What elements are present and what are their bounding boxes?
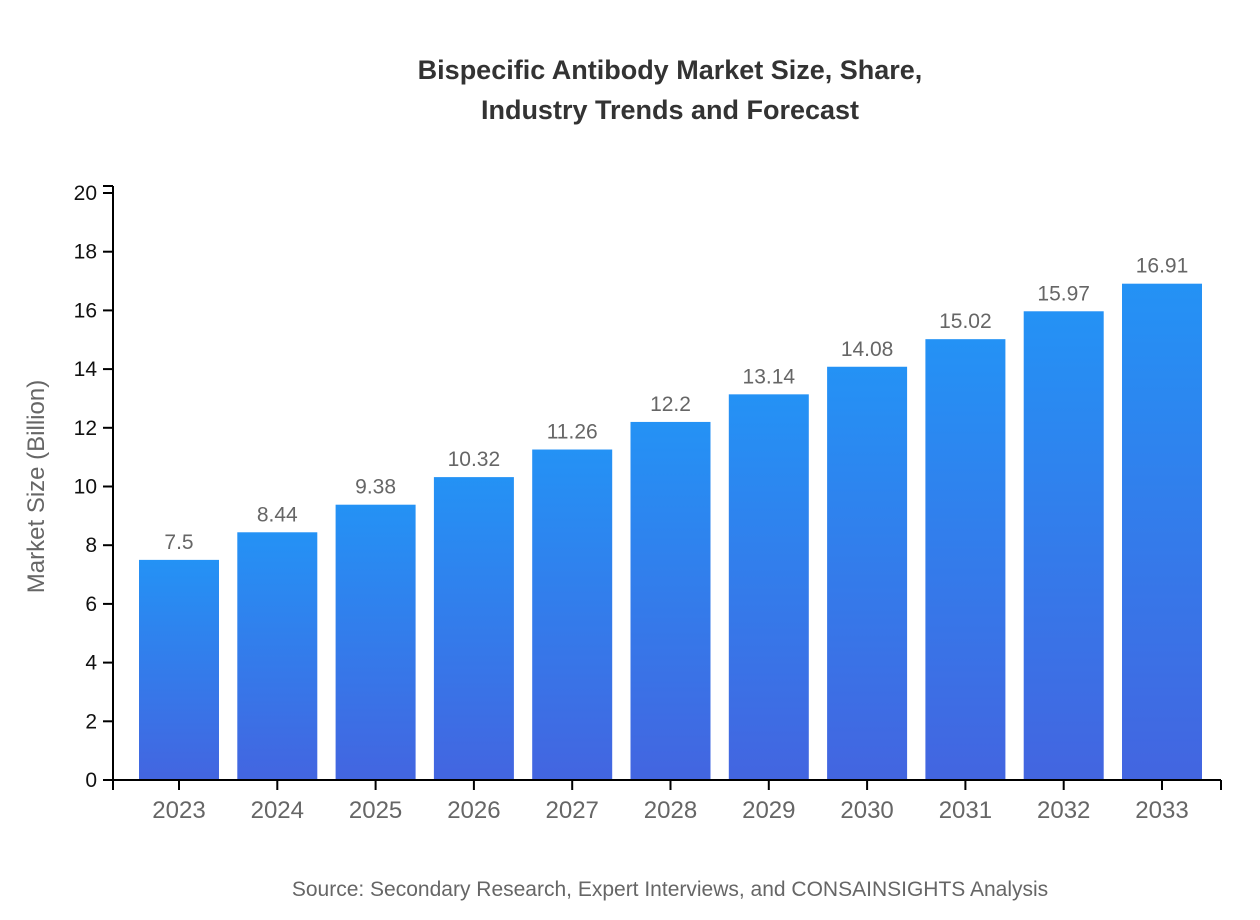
x-tick-label-2027: 2027 [546,797,599,824]
x-tick-label-2031: 2031 [939,797,992,824]
bar-2027 [532,449,613,780]
x-tick-label-2028: 2028 [644,797,697,824]
x-tick-label-2030: 2030 [840,797,893,824]
chart-title-line-2: Industry Trends and Forecast [480,95,860,125]
bar-2025 [335,504,416,780]
y-tick-label-6: 6 [85,593,97,616]
bar-2030 [827,366,908,780]
y-tick-label-0: 0 [85,769,97,792]
bar-value-label-2029: 13.14 [743,365,796,388]
y-tick-label-18: 18 [74,241,97,264]
x-tick-label-2033: 2033 [1135,797,1188,824]
bar-value-label-2028: 12.2 [650,393,691,416]
bar-2028 [630,421,711,780]
x-tick-label-2026: 2026 [447,797,500,824]
y-tick-label-8: 8 [85,534,97,557]
y-tick-label-10: 10 [74,476,97,499]
y-tick-label-2: 2 [85,710,97,733]
chart-title-line-1: Bispecific Antibody Market Size, Share, [417,55,923,85]
y-tick-label-4: 4 [85,652,97,675]
bar-2023 [139,559,219,780]
source-note: Source: Secondary Research, Expert Inter… [291,878,1049,901]
x-tick-label-2023: 2023 [152,797,205,824]
bar-2026 [433,477,514,780]
bar-value-label-2024: 8.44 [257,503,298,526]
bar-2031 [925,339,1006,780]
x-tick-label-2029: 2029 [742,797,795,824]
bar-value-label-2026: 10.32 [448,448,501,471]
y-tick-label-16: 16 [74,299,97,322]
bar-value-label-2032: 15.97 [1037,282,1090,305]
x-tick-label-2024: 2024 [251,797,304,824]
y-tick-label-12: 12 [74,417,97,440]
bar-value-label-2023: 7.5 [164,531,193,554]
y-tick-label-14: 14 [74,358,98,381]
bar-value-label-2033: 16.91 [1136,255,1189,278]
bar-value-label-2031: 15.02 [939,310,992,333]
bar-2024 [237,532,318,780]
y-axis-title: Market Size (Billion) [23,380,50,593]
bar-2032 [1023,311,1104,780]
bar-value-label-2030: 14.08 [841,338,894,361]
x-tick-label-2025: 2025 [349,797,402,824]
bar-value-label-2025: 9.38 [355,476,396,499]
chart-title: Bispecific Antibody Market Size, Share, … [40,50,1260,130]
bar-2033 [1122,283,1202,780]
bar-2029 [728,394,809,780]
bar-value-label-2027: 11.26 [547,421,598,444]
y-tick-label-20: 20 [74,182,97,205]
x-tick-label-2032: 2032 [1037,797,1090,824]
